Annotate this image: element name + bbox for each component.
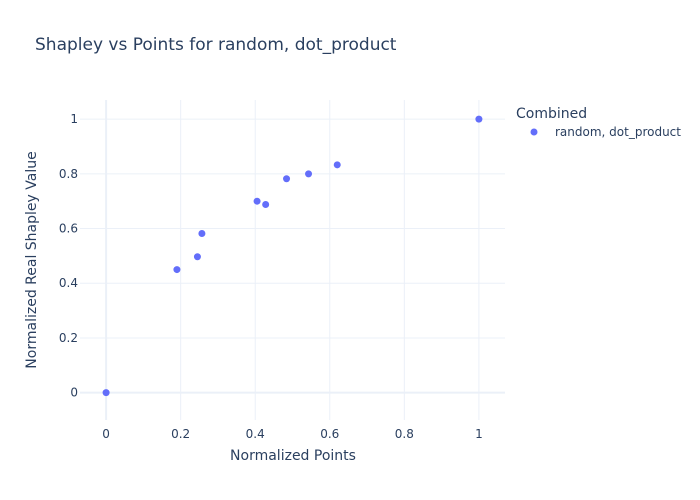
legend-label: random, dot_product xyxy=(555,125,681,139)
y-tick-label: 0.6 xyxy=(59,222,78,236)
data-point[interactable] xyxy=(102,389,110,397)
grid xyxy=(80,100,505,420)
data-point[interactable] xyxy=(475,115,483,123)
y-tick-label: 0.2 xyxy=(59,331,78,345)
data-point[interactable] xyxy=(305,170,313,178)
y-tick-label: 0.4 xyxy=(59,276,78,290)
x-tick-label: 1 xyxy=(475,427,483,441)
data-point[interactable] xyxy=(193,253,201,261)
zero-lines xyxy=(80,100,505,420)
y-ticks: 0 0.2 0.4 0.6 0.8 1 xyxy=(59,112,78,400)
data-point[interactable] xyxy=(262,200,270,208)
x-tick-label: 0.6 xyxy=(320,427,339,441)
y-axis-title: Normalized Real Shapley Value xyxy=(24,151,40,368)
legend: Combined random, dot_product xyxy=(516,106,681,139)
data-points xyxy=(102,115,483,397)
chart-title: Shapley vs Points for random, dot_produc… xyxy=(35,35,397,55)
y-tick-label: 1 xyxy=(70,112,78,126)
x-tick-label: 0.4 xyxy=(246,427,265,441)
legend-marker xyxy=(530,128,538,136)
data-point[interactable] xyxy=(198,229,206,237)
x-tick-label: 0.8 xyxy=(395,427,414,441)
y-tick-label: 0.8 xyxy=(59,167,78,181)
y-tick-label: 0 xyxy=(70,386,78,400)
x-tick-label: 0.2 xyxy=(171,427,190,441)
data-point[interactable] xyxy=(253,197,261,205)
legend-item[interactable]: random, dot_product xyxy=(530,125,682,139)
x-axis-title: Normalized Points xyxy=(230,448,356,464)
data-point[interactable] xyxy=(173,266,181,274)
data-point[interactable] xyxy=(283,175,291,183)
x-ticks: 0 0.2 0.4 0.6 0.8 1 xyxy=(102,427,482,441)
data-point[interactable] xyxy=(333,161,341,169)
legend-title: Combined xyxy=(516,106,587,122)
x-tick-label: 0 xyxy=(102,427,110,441)
